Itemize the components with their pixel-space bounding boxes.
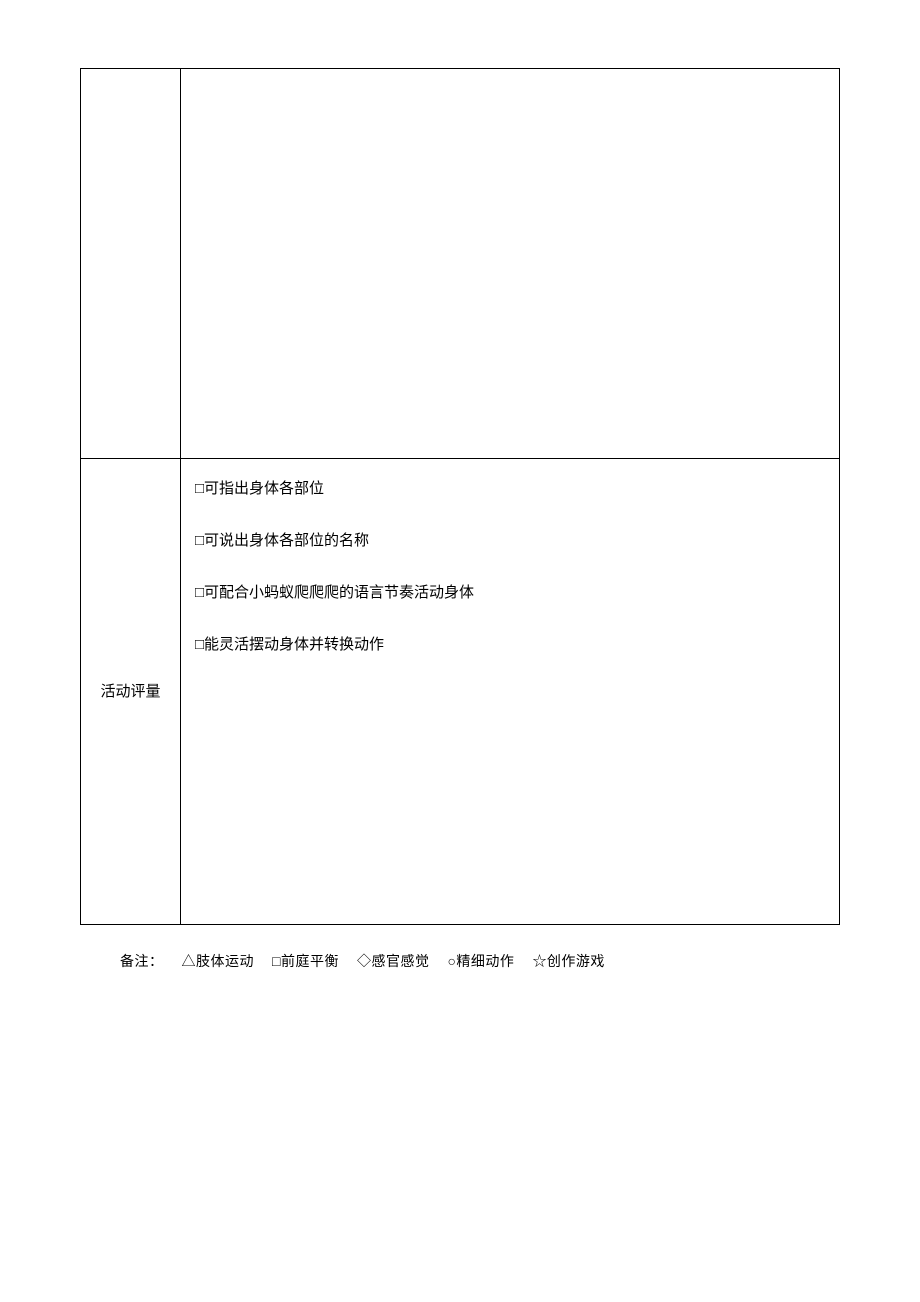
table-row: 活动评量 □可指出身体各部位 □可说出身体各部位的名称 □可配合小蚂蚁爬爬爬的语…	[81, 459, 840, 925]
legend-item: □前庭平衡	[272, 955, 339, 970]
legend-item: △肢体运动	[182, 955, 255, 970]
activity-table: 活动评量 □可指出身体各部位 □可说出身体各部位的名称 □可配合小蚂蚁爬爬爬的语…	[80, 68, 840, 925]
row2-label: 活动评量	[100, 684, 160, 700]
row1-content-cell	[181, 69, 840, 459]
footer-prefix: 备注：	[120, 955, 164, 970]
row1-label-cell	[81, 69, 181, 459]
checkbox-item: □可说出身体各部位的名称	[195, 529, 825, 553]
footer-legend: 备注： △肢体运动 □前庭平衡 ◇感官感觉 ○精细动作 ☆创作游戏	[80, 951, 840, 971]
legend-item: ◇感官感觉	[357, 955, 430, 970]
legend-item: ○精细动作	[447, 955, 514, 970]
document-page: 活动评量 □可指出身体各部位 □可说出身体各部位的名称 □可配合小蚂蚁爬爬爬的语…	[0, 0, 920, 971]
checkbox-item: □可指出身体各部位	[195, 477, 825, 501]
legend-item: ☆创作游戏	[532, 955, 605, 970]
checkbox-text: □可配合小蚂蚁爬爬爬的语言节奏活动身体	[195, 585, 474, 601]
checkbox-text: □可说出身体各部位的名称	[195, 533, 369, 549]
checkbox-text: □可指出身体各部位	[195, 481, 324, 497]
row2-label-cell: 活动评量	[81, 459, 181, 925]
checkbox-item: □可配合小蚂蚁爬爬爬的语言节奏活动身体	[195, 581, 825, 605]
table-row	[81, 69, 840, 459]
row2-content-cell: □可指出身体各部位 □可说出身体各部位的名称 □可配合小蚂蚁爬爬爬的语言节奏活动…	[181, 459, 840, 925]
checkbox-text: □能灵活摆动身体并转换动作	[195, 637, 384, 653]
checkbox-item: □能灵活摆动身体并转换动作	[195, 633, 825, 657]
